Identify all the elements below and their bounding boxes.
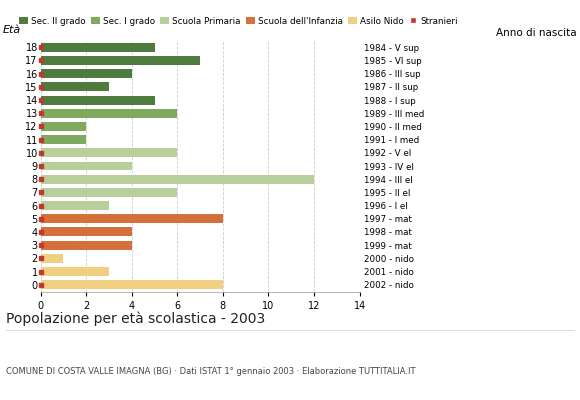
- Bar: [41, 280, 223, 289]
- Bar: [41, 82, 109, 91]
- Bar: [41, 201, 109, 210]
- Bar: [41, 162, 132, 170]
- Legend: Sec. II grado, Sec. I grado, Scuola Primaria, Scuola dell'Infanzia, Asilo Nido, : Sec. II grado, Sec. I grado, Scuola Prim…: [20, 16, 458, 26]
- Text: Popolazione per età scolastica - 2003: Popolazione per età scolastica - 2003: [6, 312, 265, 326]
- Bar: [41, 122, 86, 131]
- Bar: [41, 135, 86, 144]
- Bar: [41, 148, 177, 157]
- Text: COMUNE DI COSTA VALLE IMAGNA (BG) · Dati ISTAT 1° gennaio 2003 · Elaborazione TU: COMUNE DI COSTA VALLE IMAGNA (BG) · Dati…: [6, 367, 415, 376]
- Bar: [41, 228, 132, 236]
- Bar: [41, 214, 223, 223]
- Bar: [41, 109, 177, 118]
- Bar: [41, 241, 132, 250]
- Bar: [41, 175, 314, 184]
- Text: Età: Età: [2, 25, 20, 35]
- Bar: [41, 188, 177, 197]
- Bar: [41, 43, 154, 52]
- Bar: [41, 56, 200, 65]
- Bar: [41, 69, 132, 78]
- Bar: [41, 254, 63, 263]
- Bar: [41, 267, 109, 276]
- Bar: [41, 96, 154, 104]
- Text: Anno di nascita: Anno di nascita: [496, 28, 577, 38]
